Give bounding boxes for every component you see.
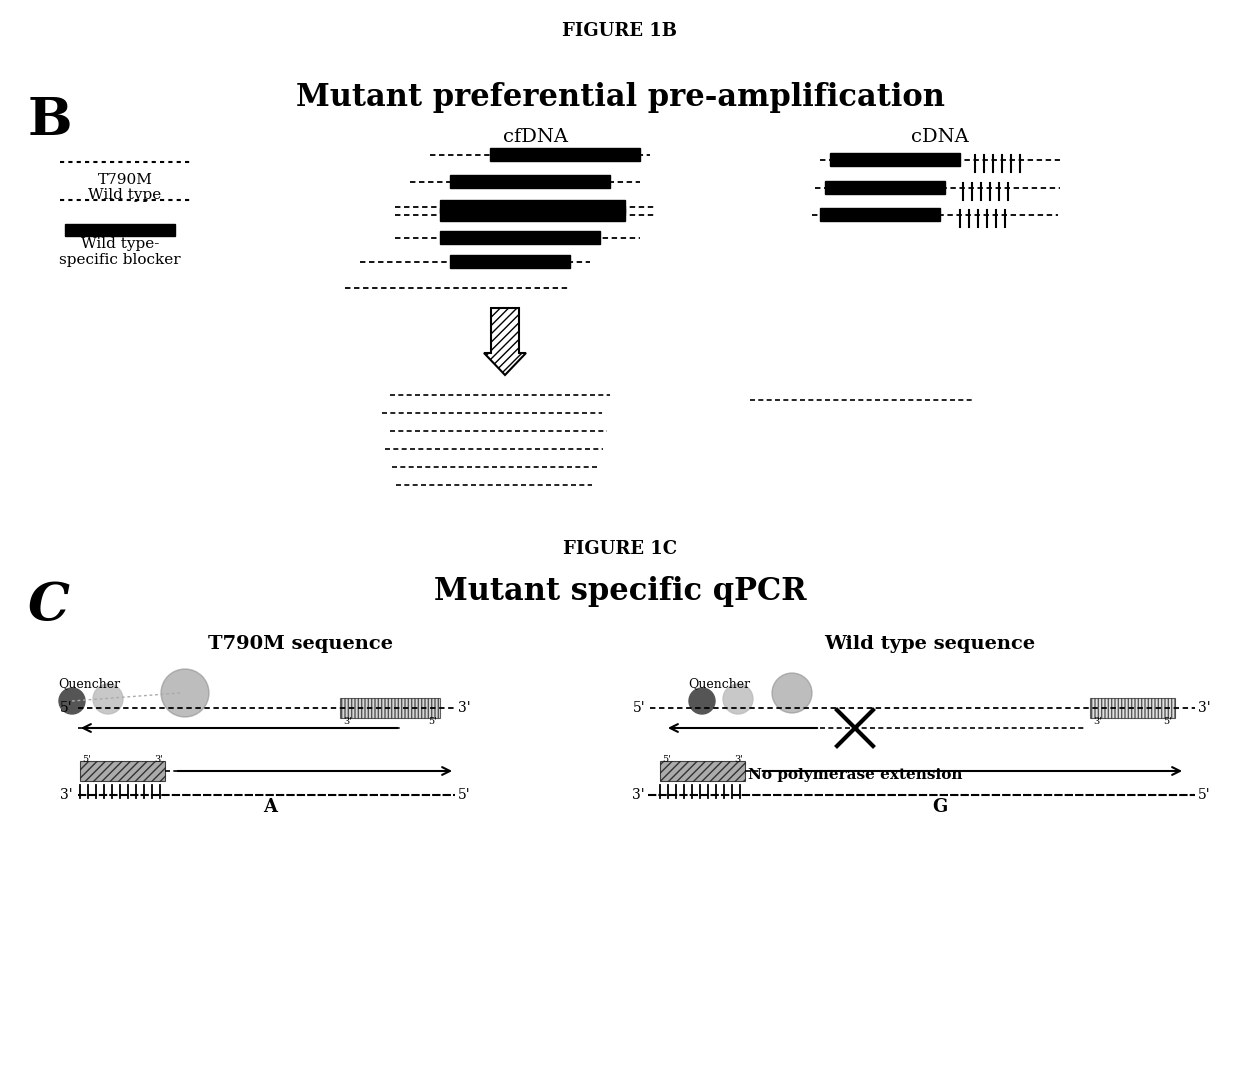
Bar [450, 255, 570, 268]
Bar [1090, 698, 1176, 718]
Text: 5': 5' [428, 717, 436, 725]
Circle shape [60, 688, 86, 714]
Text: 5': 5' [1198, 788, 1210, 802]
Text: cDNA: cDNA [911, 128, 968, 146]
Text: 3': 3' [632, 788, 645, 802]
Text: 3': 3' [458, 701, 471, 715]
Text: 3': 3' [1198, 701, 1210, 715]
Text: Mutant specific qPCR: Mutant specific qPCR [434, 576, 806, 607]
Circle shape [689, 688, 715, 714]
Text: C: C [29, 580, 69, 631]
Bar [830, 153, 960, 166]
Circle shape [93, 684, 123, 714]
Text: 3': 3' [154, 754, 162, 764]
Text: T790M: T790M [98, 173, 153, 187]
Text: 5': 5' [632, 701, 645, 715]
Text: cfDNA: cfDNA [502, 128, 568, 146]
Bar [440, 231, 600, 244]
Text: Wild type sequence: Wild type sequence [825, 635, 1035, 653]
Bar [490, 148, 640, 160]
Text: 5': 5' [1163, 717, 1172, 725]
Text: 3': 3' [343, 717, 352, 725]
Bar [440, 208, 625, 221]
Text: T790M sequence: T790M sequence [207, 635, 393, 653]
Text: FIGURE 1C: FIGURE 1C [563, 540, 677, 557]
Text: 5': 5' [458, 788, 471, 802]
Bar [660, 761, 745, 781]
Text: 5': 5' [662, 754, 671, 764]
Text: B: B [29, 95, 72, 146]
Text: 5': 5' [60, 701, 73, 715]
Text: 3': 3' [734, 754, 743, 764]
Circle shape [723, 684, 753, 714]
Text: 3': 3' [1092, 717, 1102, 725]
Bar [81, 761, 165, 781]
Text: G: G [932, 798, 947, 816]
Text: 3': 3' [60, 788, 73, 802]
Circle shape [773, 673, 812, 713]
Text: Quencher: Quencher [688, 677, 750, 690]
Text: Wild type: Wild type [88, 188, 161, 202]
FancyArrow shape [484, 308, 526, 374]
Text: No polymerase extension: No polymerase extension [748, 768, 962, 782]
Text: Mutant preferential pre-amplification: Mutant preferential pre-amplification [295, 82, 945, 113]
Circle shape [161, 669, 210, 717]
Text: FIGURE 1B: FIGURE 1B [563, 22, 677, 40]
Bar [64, 224, 175, 236]
Text: A: A [263, 798, 277, 816]
Bar [825, 181, 945, 194]
Bar [820, 208, 940, 221]
Text: Quencher: Quencher [58, 677, 120, 690]
Bar [340, 698, 440, 718]
Bar [450, 175, 610, 188]
Text: Wild type-
specific blocker: Wild type- specific blocker [60, 236, 181, 268]
Bar [440, 200, 625, 213]
Text: 5': 5' [82, 754, 91, 764]
